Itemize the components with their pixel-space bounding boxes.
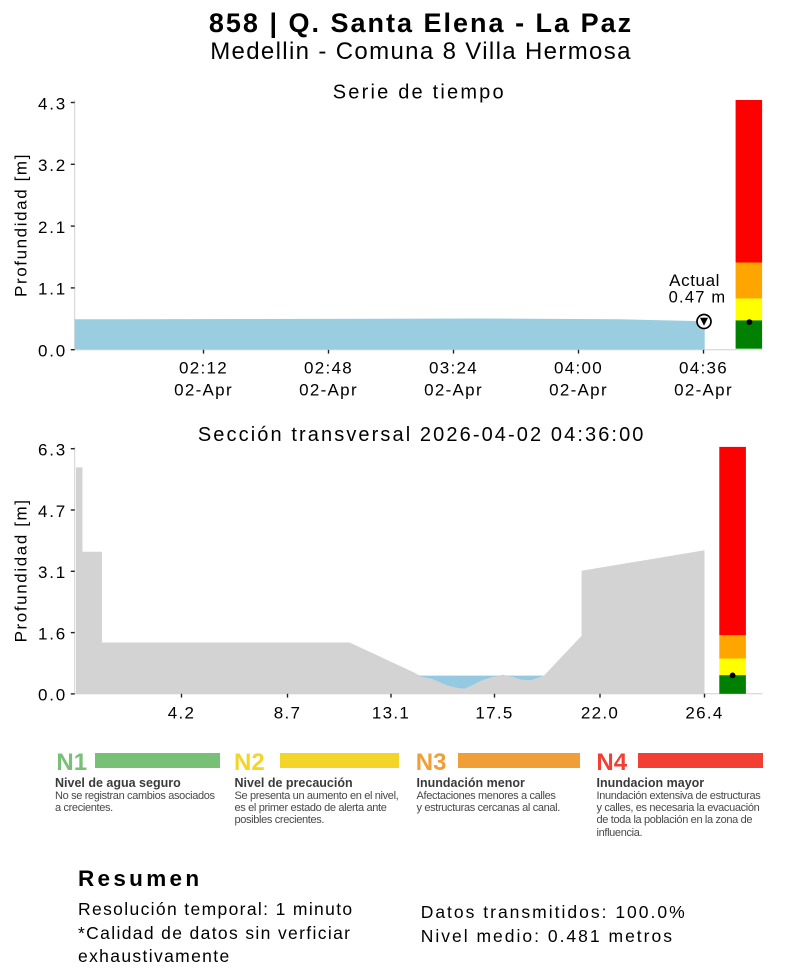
svg-text:13.1: 13.1 (372, 704, 410, 723)
svg-text:0.0: 0.0 (38, 686, 67, 705)
svg-text:02-Apr: 02-Apr (174, 380, 233, 399)
svg-text:02-Apr: 02-Apr (424, 380, 483, 399)
svg-text:02-Apr: 02-Apr (674, 380, 733, 399)
svg-text:26.4: 26.4 (685, 704, 723, 723)
svg-text:03:24: 03:24 (429, 359, 478, 378)
svg-text:4.2: 4.2 (168, 704, 196, 723)
svg-text:22.0: 22.0 (581, 704, 619, 723)
svg-text:02:48: 02:48 (304, 359, 353, 378)
svg-text:02-Apr: 02-Apr (549, 380, 608, 399)
svg-text:17.5: 17.5 (475, 704, 513, 723)
svg-text:0.47 m: 0.47 m (669, 289, 727, 307)
svg-text:04:00: 04:00 (554, 359, 603, 378)
svg-text:0.0: 0.0 (38, 342, 67, 361)
svg-text:1.6: 1.6 (38, 624, 67, 643)
svg-text:02:12: 02:12 (179, 359, 228, 378)
svg-text:Sección transversal 2026-04-02: Sección transversal 2026-04-02 04:36:00 (198, 424, 646, 446)
svg-text:02-Apr: 02-Apr (299, 380, 358, 399)
svg-text:Serie de tiempo: Serie de tiempo (333, 82, 506, 104)
svg-text:3.1: 3.1 (38, 563, 67, 582)
svg-text:Profundidad [m]: Profundidad [m] (12, 153, 31, 297)
svg-text:04:36: 04:36 (679, 359, 728, 378)
svg-text:8.7: 8.7 (274, 704, 302, 723)
svg-text:2.1: 2.1 (38, 218, 67, 237)
svg-text:Profundidad [m]: Profundidad [m] (12, 498, 31, 642)
svg-text:4.3: 4.3 (38, 94, 67, 113)
svg-text:6.3: 6.3 (38, 441, 67, 460)
svg-text:4.7: 4.7 (38, 502, 67, 521)
svg-text:1.1: 1.1 (38, 280, 67, 299)
svg-text:Actual: Actual (669, 271, 720, 290)
svg-text:3.2: 3.2 (38, 156, 67, 175)
